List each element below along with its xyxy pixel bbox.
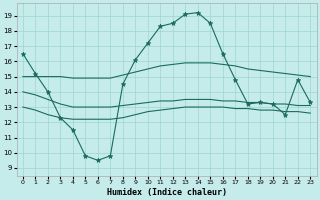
X-axis label: Humidex (Indice chaleur): Humidex (Indice chaleur) [107,188,227,197]
